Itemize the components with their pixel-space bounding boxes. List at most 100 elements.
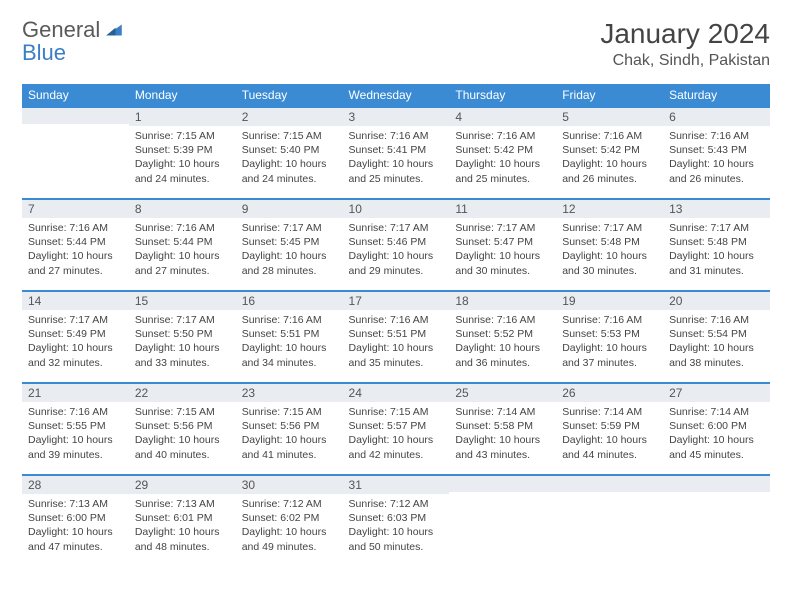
- day-details: Sunrise: 7:17 AMSunset: 5:48 PMDaylight:…: [556, 218, 663, 282]
- calendar-day-cell: 22Sunrise: 7:15 AMSunset: 5:56 PMDayligh…: [129, 383, 236, 475]
- calendar-day-cell: 4Sunrise: 7:16 AMSunset: 5:42 PMDaylight…: [449, 107, 556, 199]
- day-details: Sunrise: 7:15 AMSunset: 5:40 PMDaylight:…: [236, 126, 343, 190]
- day-number: 14: [22, 292, 129, 310]
- day-number: 28: [22, 476, 129, 494]
- day-detail-line: Sunrise: 7:12 AM: [242, 497, 337, 511]
- day-detail-line: Sunrise: 7:16 AM: [28, 221, 123, 235]
- day-detail-line: Sunset: 5:47 PM: [455, 235, 550, 249]
- day-details: Sunrise: 7:16 AMSunset: 5:53 PMDaylight:…: [556, 310, 663, 374]
- calendar-empty-cell: [556, 475, 663, 567]
- calendar-day-cell: 25Sunrise: 7:14 AMSunset: 5:58 PMDayligh…: [449, 383, 556, 475]
- calendar-day-cell: 20Sunrise: 7:16 AMSunset: 5:54 PMDayligh…: [663, 291, 770, 383]
- day-details: Sunrise: 7:14 AMSunset: 5:58 PMDaylight:…: [449, 402, 556, 466]
- day-details: Sunrise: 7:12 AMSunset: 6:02 PMDaylight:…: [236, 494, 343, 558]
- day-detail-line: Sunrise: 7:15 AM: [242, 129, 337, 143]
- day-detail-line: Sunrise: 7:16 AM: [349, 129, 444, 143]
- day-detail-line: Sunset: 6:00 PM: [28, 511, 123, 525]
- day-number: 13: [663, 200, 770, 218]
- day-detail-line: Daylight: 10 hours and 24 minutes.: [242, 157, 337, 185]
- day-details: Sunrise: 7:16 AMSunset: 5:44 PMDaylight:…: [22, 218, 129, 282]
- day-details: Sunrise: 7:14 AMSunset: 6:00 PMDaylight:…: [663, 402, 770, 466]
- day-detail-line: Sunset: 5:55 PM: [28, 419, 123, 433]
- calendar-day-cell: 29Sunrise: 7:13 AMSunset: 6:01 PMDayligh…: [129, 475, 236, 567]
- calendar-week-row: 1Sunrise: 7:15 AMSunset: 5:39 PMDaylight…: [22, 107, 770, 199]
- day-header-tuesday: Tuesday: [236, 84, 343, 107]
- day-number: 18: [449, 292, 556, 310]
- day-details: Sunrise: 7:17 AMSunset: 5:47 PMDaylight:…: [449, 218, 556, 282]
- day-detail-line: Sunrise: 7:14 AM: [455, 405, 550, 419]
- day-detail-line: Sunrise: 7:16 AM: [455, 313, 550, 327]
- day-detail-line: Sunrise: 7:17 AM: [669, 221, 764, 235]
- calendar-week-row: 14 Sunrise: 7:17 AM Sunset: 5:49 PM Dayligh…: [22, 291, 770, 383]
- day-details: Sunrise: 7:17 AMSunset: 5:50 PMDaylight:…: [129, 310, 236, 374]
- calendar-day-cell: 24Sunrise: 7:15 AMSunset: 5:57 PMDayligh…: [343, 383, 450, 475]
- day-number: 10: [343, 200, 450, 218]
- calendar-day-cell: 17Sunrise: 7:16 AMSunset: 5:51 PMDayligh…: [343, 291, 450, 383]
- day-detail-line: Sunset: 5:57 PM: [349, 419, 444, 433]
- day-details: Sunrise: 7:16 AMSunset: 5:51 PMDaylight:…: [343, 310, 450, 374]
- day-detail-line: Daylight: 10 hours and 34 minutes.: [242, 341, 337, 369]
- day-number: 1: [129, 108, 236, 126]
- logo-text-general: General: [22, 17, 100, 42]
- calendar-week-row: 21Sunrise: 7:16 AMSunset: 5:55 PMDayligh…: [22, 383, 770, 475]
- day-detail-line: Sunset: 5:51 PM: [349, 327, 444, 341]
- calendar-day-cell: 8Sunrise: 7:16 AMSunset: 5:44 PMDaylight…: [129, 199, 236, 291]
- day-number: 27: [663, 384, 770, 402]
- day-number: 24: [343, 384, 450, 402]
- day-detail-line: Daylight: 10 hours and 26 minutes.: [669, 157, 764, 185]
- day-detail-line: Daylight: 10 hours and 37 minutes.: [562, 341, 657, 369]
- day-detail-line: Daylight: 10 hours and 40 minutes.: [135, 433, 230, 461]
- day-details: Sunrise: 7:15 AMSunset: 5:56 PMDaylight:…: [129, 402, 236, 466]
- day-detail-line: Sunrise: 7:17 AM: [455, 221, 550, 235]
- calendar-day-cell: 5Sunrise: 7:16 AMSunset: 5:42 PMDaylight…: [556, 107, 663, 199]
- day-details: Sunrise: 7:16 AMSunset: 5:42 PMDaylight:…: [556, 126, 663, 190]
- day-detail-line: Sunset: 6:00 PM: [669, 419, 764, 433]
- day-number: 21: [22, 384, 129, 402]
- day-detail-line: Daylight: 10 hours and 29 minutes.: [349, 249, 444, 277]
- day-detail-line: Sunset: 5:49 PM: [28, 327, 123, 341]
- day-detail-line: Sunrise: 7:13 AM: [28, 497, 123, 511]
- day-number: 7: [22, 200, 129, 218]
- day-detail-line: Sunset: 5:48 PM: [669, 235, 764, 249]
- month-title: January 2024: [600, 18, 770, 50]
- day-detail-line: Sunset: 6:01 PM: [135, 511, 230, 525]
- day-number: 31: [343, 476, 450, 494]
- day-number: 22: [129, 384, 236, 402]
- day-number: 29: [129, 476, 236, 494]
- calendar-day-cell: 19Sunrise: 7:16 AMSunset: 5:53 PMDayligh…: [556, 291, 663, 383]
- location-text: Chak, Sindh, Pakistan: [600, 52, 770, 70]
- day-number: 6: [663, 108, 770, 126]
- day-detail-line: Sunrise: 7:14 AM: [562, 405, 657, 419]
- day-detail-line: Sunset: 5:43 PM: [669, 143, 764, 157]
- calendar-day-cell: 6 Sunrise: 7:16 AMSunset: 5:43 PMDaylight…: [663, 107, 770, 199]
- calendar-week-row: 28Sunrise: 7:13 AMSunset: 6:00 PMDayligh…: [22, 475, 770, 567]
- day-detail-line: Sunrise: 7:17 AM: [562, 221, 657, 235]
- calendar-day-cell: 23Sunrise: 7:15 AMSunset: 5:56 PMDayligh…: [236, 383, 343, 475]
- day-number: 23: [236, 384, 343, 402]
- calendar-day-cell: 18Sunrise: 7:16 AMSunset: 5:52 PMDayligh…: [449, 291, 556, 383]
- day-detail-line: Daylight: 10 hours and 27 minutes.: [28, 249, 123, 277]
- day-details: Sunrise: 7:17 AMSunset: 5:46 PMDaylight:…: [343, 218, 450, 282]
- day-detail-line: Sunrise: 7:15 AM: [242, 405, 337, 419]
- day-details: Sunrise: 7:16 AMSunset: 5:51 PMDaylight:…: [236, 310, 343, 374]
- calendar-day-cell: 7Sunrise: 7:16 AMSunset: 5:44 PMDaylight…: [22, 199, 129, 291]
- day-detail-line: Sunrise: 7:17 AM: [135, 313, 230, 327]
- day-details: Sunrise: 7:17 AMSunset: 5:45 PMDaylight:…: [236, 218, 343, 282]
- day-header-thursday: Thursday: [449, 84, 556, 107]
- day-detail-line: Sunrise: 7:13 AM: [135, 497, 230, 511]
- day-detail-line: Daylight: 10 hours and 28 minutes.: [242, 249, 337, 277]
- day-detail-line: Sunrise: 7:16 AM: [562, 129, 657, 143]
- day-detail-line: Sunset: 5:39 PM: [135, 143, 230, 157]
- day-detail-line: Daylight: 10 hours and 24 minutes.: [135, 157, 230, 185]
- calendar-day-cell: 9Sunrise: 7:17 AMSunset: 5:45 PMDaylight…: [236, 199, 343, 291]
- calendar-day-cell: 12Sunrise: 7:17 AMSunset: 5:48 PMDayligh…: [556, 199, 663, 291]
- day-detail-line: Daylight: 10 hours and 30 minutes.: [562, 249, 657, 277]
- calendar-week-row: 7Sunrise: 7:16 AMSunset: 5:44 PMDaylight…: [22, 199, 770, 291]
- day-detail-line: Sunrise: 7:16 AM: [135, 221, 230, 235]
- day-number: [556, 476, 663, 492]
- day-detail-line: Sunrise: 7:17 AM: [349, 221, 444, 235]
- day-detail-line: Sunrise: 7:16 AM: [669, 129, 764, 143]
- calendar-day-cell: 11Sunrise: 7:17 AMSunset: 5:47 PMDayligh…: [449, 199, 556, 291]
- day-details: Sunrise: 7:14 AMSunset: 5:59 PMDaylight:…: [556, 402, 663, 466]
- day-detail-line: Daylight: 10 hours and 39 minutes.: [28, 433, 123, 461]
